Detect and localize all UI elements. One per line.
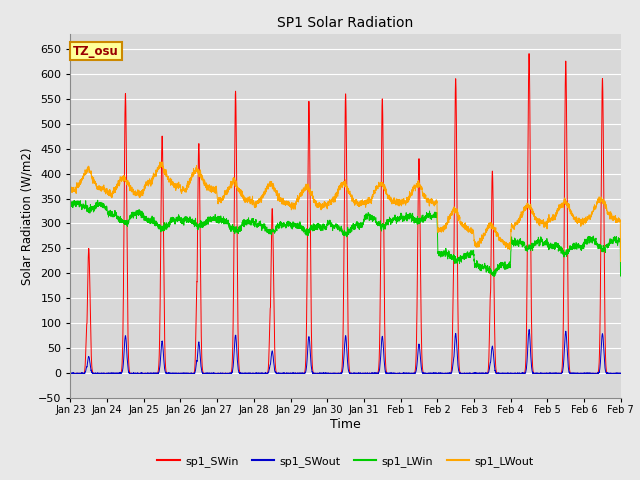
Line: sp1_LWin: sp1_LWin bbox=[70, 200, 621, 276]
sp1_LWout bbox=[616, 218, 624, 224]
sp1_LWout bbox=[469, 228, 477, 234]
sp1_LWin bbox=[500, 262, 508, 267]
sp1_SWout bbox=[617, 371, 625, 376]
sp1_SWin bbox=[67, 371, 74, 376]
sp1_LWin bbox=[616, 239, 624, 244]
sp1_LWin bbox=[438, 252, 446, 258]
sp1_SWout bbox=[166, 371, 173, 376]
sp1_LWout bbox=[67, 187, 74, 193]
Line: sp1_SWout: sp1_SWout bbox=[70, 330, 621, 373]
sp1_SWin bbox=[525, 51, 533, 57]
sp1_SWin bbox=[166, 371, 173, 376]
sp1_SWin bbox=[438, 371, 446, 376]
X-axis label: Time: Time bbox=[330, 418, 361, 431]
sp1_SWout bbox=[525, 327, 533, 333]
sp1_SWin bbox=[500, 371, 508, 376]
sp1_SWout bbox=[616, 371, 624, 376]
sp1_LWin bbox=[166, 222, 173, 228]
sp1_LWin bbox=[67, 200, 74, 206]
sp1_LWout bbox=[166, 177, 173, 182]
sp1_LWin bbox=[94, 197, 102, 203]
sp1_SWin bbox=[469, 371, 477, 376]
sp1_SWin bbox=[617, 371, 625, 376]
sp1_LWout bbox=[157, 159, 165, 165]
sp1_SWin bbox=[616, 371, 624, 376]
sp1_LWout bbox=[617, 259, 625, 264]
sp1_LWout bbox=[438, 228, 446, 233]
sp1_LWin bbox=[469, 249, 477, 255]
sp1_SWout bbox=[469, 371, 477, 376]
Legend: sp1_SWin, sp1_SWout, sp1_LWin, sp1_LWout: sp1_SWin, sp1_SWout, sp1_LWin, sp1_LWout bbox=[153, 451, 538, 471]
sp1_LWout bbox=[617, 256, 625, 262]
sp1_LWout bbox=[500, 242, 508, 248]
sp1_LWin bbox=[325, 221, 333, 227]
sp1_SWin bbox=[325, 371, 333, 376]
Title: SP1 Solar Radiation: SP1 Solar Radiation bbox=[278, 16, 413, 30]
Line: sp1_LWout: sp1_LWout bbox=[70, 162, 621, 262]
Line: sp1_SWin: sp1_SWin bbox=[70, 54, 621, 373]
sp1_LWout bbox=[325, 198, 333, 204]
sp1_SWout bbox=[67, 371, 74, 376]
Text: TZ_osu: TZ_osu bbox=[73, 45, 119, 58]
sp1_SWout bbox=[325, 371, 333, 376]
sp1_SWout bbox=[438, 371, 446, 376]
sp1_LWin bbox=[617, 273, 625, 279]
sp1_SWout bbox=[500, 371, 508, 376]
Y-axis label: Solar Radiation (W/m2): Solar Radiation (W/m2) bbox=[21, 147, 34, 285]
sp1_LWin bbox=[490, 274, 498, 279]
